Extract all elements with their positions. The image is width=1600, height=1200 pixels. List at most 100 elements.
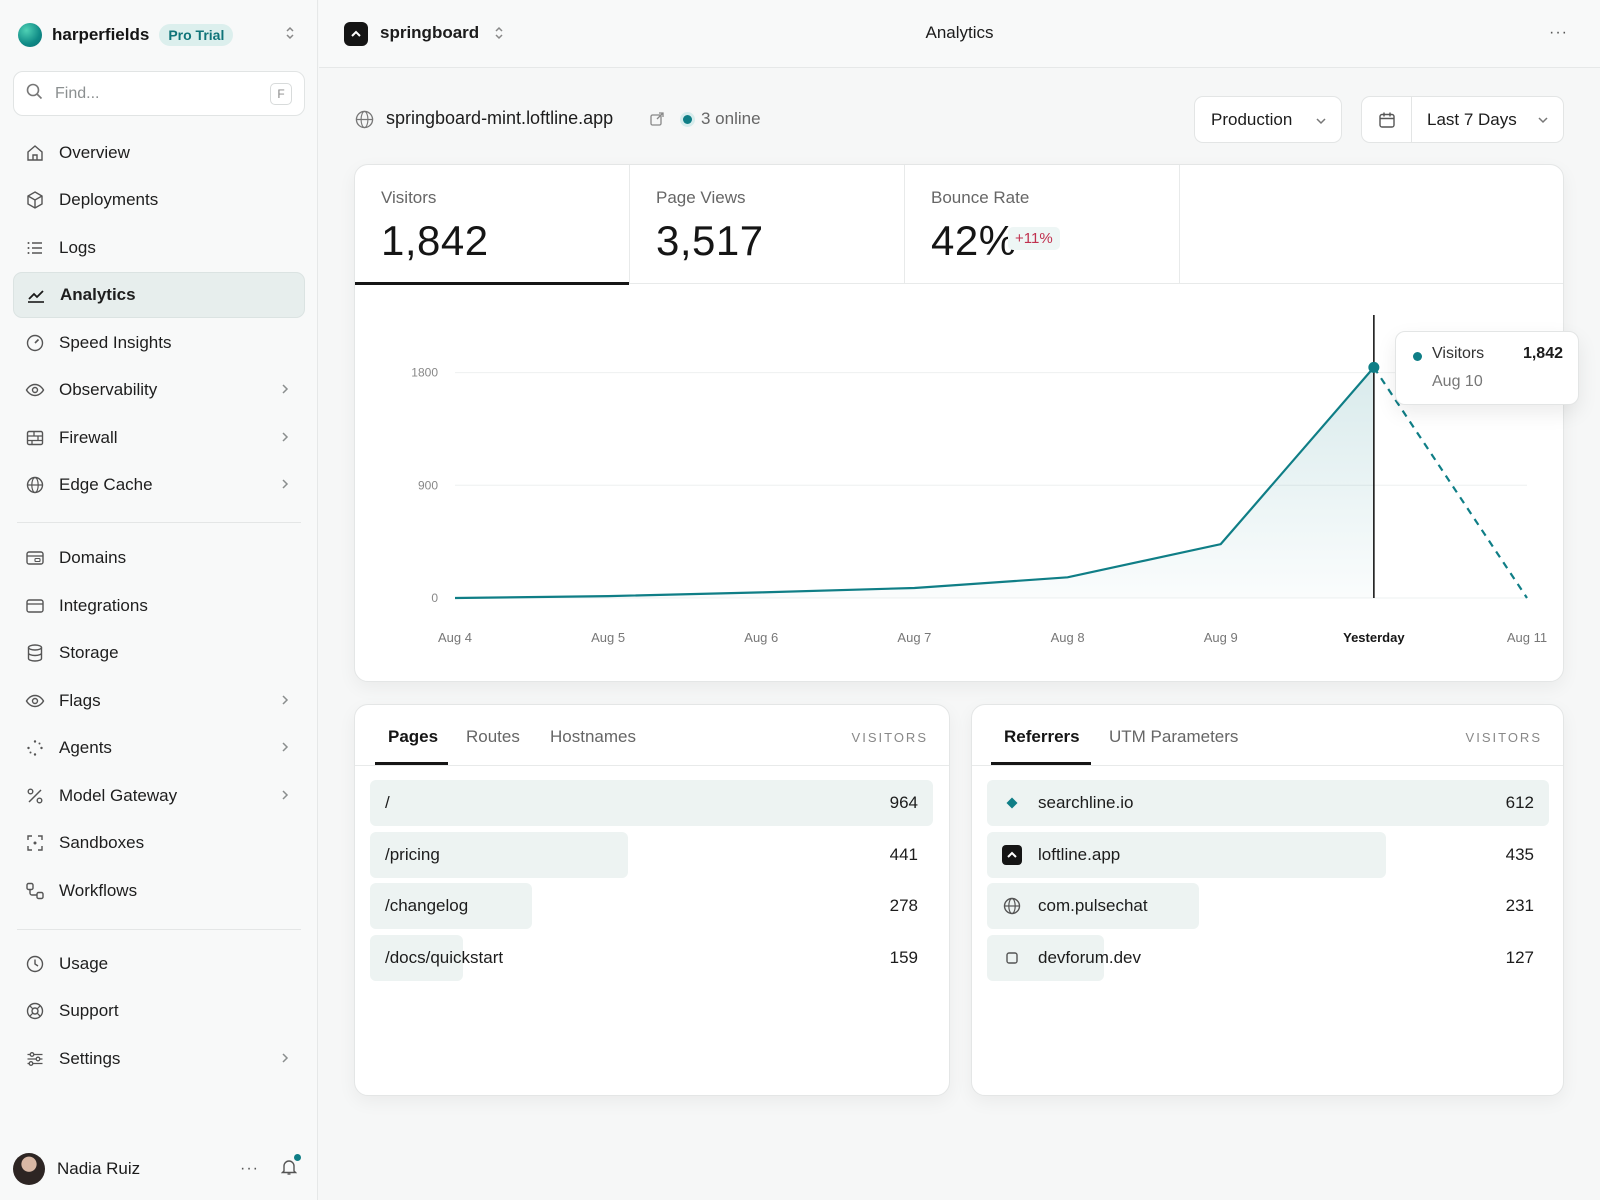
row-bar	[370, 780, 933, 826]
stat-visitors[interactable]: Visitors 1,842	[355, 165, 630, 285]
online-indicator	[683, 115, 692, 124]
sidebar-item-label: Speed Insights	[59, 333, 172, 352]
sidebar-item-agents[interactable]: Agents	[13, 725, 305, 771]
user-menu[interactable]: Nadia Ruiz ···	[13, 1149, 305, 1189]
search-icon	[26, 83, 43, 105]
project-name[interactable]: springboard	[380, 23, 480, 42]
globe-icon	[1002, 896, 1022, 916]
sidebar-item-storage[interactable]: Storage	[13, 630, 305, 676]
row-value: 159	[889, 948, 918, 967]
referrer-row[interactable]: com.pulsechat 231	[987, 883, 1549, 929]
top-bar: Analytics springboard ···	[319, 0, 1600, 68]
visitors-chart: 0 900 1800 Aug 4 Aug 5 Aug 6 Aug 7 Aug 8 Aug 9 Ye…	[355, 285, 1565, 683]
eye-icon	[25, 691, 45, 711]
online-count: 3 online	[701, 109, 761, 128]
sparkle-dots-icon	[25, 738, 45, 758]
stat-page-views[interactable]: Page Views 3,517	[630, 165, 905, 284]
page-row[interactable]: /docs/quickstart 159	[370, 935, 933, 981]
stats-row: Visitors 1,842 Page Views 3,517 Bounce R…	[355, 165, 1563, 285]
chevron-up-down-icon	[284, 25, 296, 46]
sidebar-item-speed-insights[interactable]: Speed Insights	[13, 320, 305, 366]
search-input[interactable]: Find... F	[13, 71, 305, 116]
environment-select[interactable]: Production	[1194, 96, 1342, 143]
project-logo-icon[interactable]	[344, 22, 368, 46]
sidebar-item-deployments[interactable]: Deployments	[13, 177, 305, 223]
sidebar-item-edge-cache[interactable]: Edge Cache	[13, 462, 305, 508]
sidebar-item-overview[interactable]: Overview	[13, 130, 305, 176]
user-name: Nadia Ruiz	[57, 1159, 141, 1178]
line-chart: 0 900 1800 Aug 4 Aug 5 Aug 6 Aug 7 Aug 8 Aug 9 Ye…	[411, 315, 1547, 645]
sidebar-item-integrations[interactable]: Integrations	[13, 583, 305, 629]
row-value: 231	[1505, 896, 1534, 915]
database-icon	[25, 643, 45, 663]
sidebar-item-analytics[interactable]: Analytics	[13, 272, 305, 318]
sidebar-item-firewall[interactable]: Firewall	[13, 415, 305, 461]
page-row[interactable]: / 964	[370, 780, 933, 826]
more-icon[interactable]: ···	[240, 1160, 259, 1177]
sidebar-item-observability[interactable]: Observability	[13, 367, 305, 413]
tab-utm-parameters[interactable]: UTM Parameters	[1109, 727, 1239, 746]
row-value: 612	[1505, 793, 1534, 812]
date-range-value: Last 7 Days	[1427, 109, 1517, 129]
chevron-up-down-icon[interactable]	[493, 25, 505, 46]
sidebar-item-flags[interactable]: Flags	[13, 678, 305, 724]
sidebar-item-label: Edge Cache	[59, 475, 153, 494]
analytics-card: Visitors 1,842 Page Views 3,517 Bounce R…	[354, 164, 1579, 683]
stat-bounce-rate[interactable]: Bounce Rate 42% +11%	[905, 165, 1180, 284]
gauge-icon	[25, 333, 45, 353]
row-label: loftline.app	[1038, 845, 1121, 864]
sidebar-item-support[interactable]: Support	[13, 988, 305, 1034]
sidebar-item-label: Analytics	[60, 285, 136, 304]
sidebar-item-sandboxes[interactable]: Sandboxes	[13, 820, 305, 866]
row-label: searchline.io	[1038, 793, 1134, 812]
calendar-icon[interactable]	[1362, 97, 1412, 142]
row-label: /changelog	[385, 896, 469, 915]
tab-referrers[interactable]: Referrers	[1004, 727, 1080, 746]
lifebuoy-icon	[25, 1001, 45, 1021]
stat-value: 1,842	[381, 217, 489, 264]
sidebar-item-settings[interactable]: Settings	[13, 1036, 305, 1082]
workflow-icon	[25, 881, 45, 901]
tab-hostnames[interactable]: Hostnames	[550, 727, 636, 746]
domain-link[interactable]: springboard-mint.loftline.app	[386, 108, 614, 128]
row-bar	[987, 832, 1387, 878]
team-switcher[interactable]: harperfields Pro Trial	[18, 20, 302, 50]
referrer-row[interactable]: searchline.io 612	[987, 780, 1549, 826]
sidebar-item-label: Deployments	[59, 190, 159, 209]
date-range-picker[interactable]: Last 7 Days	[1361, 96, 1564, 143]
y-tick-label: 1800	[411, 366, 438, 380]
tab-pages[interactable]: Pages	[388, 727, 439, 746]
x-tick-label: Aug 8	[1051, 630, 1085, 645]
tooltip-date: Aug 10	[1432, 373, 1483, 390]
referrer-row[interactable]: loftline.app 435	[987, 832, 1549, 878]
sidebar-item-logs[interactable]: Logs	[13, 225, 305, 271]
sidebar-item-label: Storage	[59, 643, 119, 662]
referrer-row[interactable]: devforum.dev 127	[987, 935, 1549, 981]
series-dot	[1413, 352, 1422, 361]
sidebar-item-usage[interactable]: Usage	[13, 941, 305, 987]
row-bar	[987, 883, 1200, 929]
sidebar-item-model-gateway[interactable]: Model Gateway	[13, 773, 305, 819]
sidebar-item-label: Domains	[59, 548, 127, 567]
sidebar-item-workflows[interactable]: Workflows	[13, 868, 305, 914]
loftline-logo-icon	[1002, 845, 1022, 865]
bell-icon[interactable]	[280, 1153, 301, 1181]
diamond-icon	[1002, 793, 1022, 813]
firewall-icon	[25, 428, 45, 448]
x-tick-label: Aug 11	[1507, 630, 1547, 645]
chevron-right-icon	[281, 786, 289, 806]
sliders-icon	[25, 1049, 45, 1069]
more-options-icon[interactable]: ···	[1549, 24, 1568, 41]
external-link-icon[interactable]	[650, 112, 664, 131]
page-row[interactable]: /pricing 441	[370, 832, 933, 878]
tab-routes[interactable]: Routes	[466, 727, 520, 746]
sidebar-item-domains[interactable]: Domains	[13, 535, 305, 581]
focus-frame-icon	[25, 833, 45, 853]
row-value: 964	[889, 793, 918, 812]
page-row[interactable]: /changelog 278	[370, 883, 933, 929]
clock-icon	[25, 954, 45, 974]
row-label: devforum.dev	[1038, 948, 1141, 967]
chart-line-icon	[26, 285, 46, 305]
pages-card: Pages Routes Hostnames VISITORS / 964/pri…	[354, 704, 950, 1096]
x-tick-label: Aug 9	[1204, 630, 1238, 645]
